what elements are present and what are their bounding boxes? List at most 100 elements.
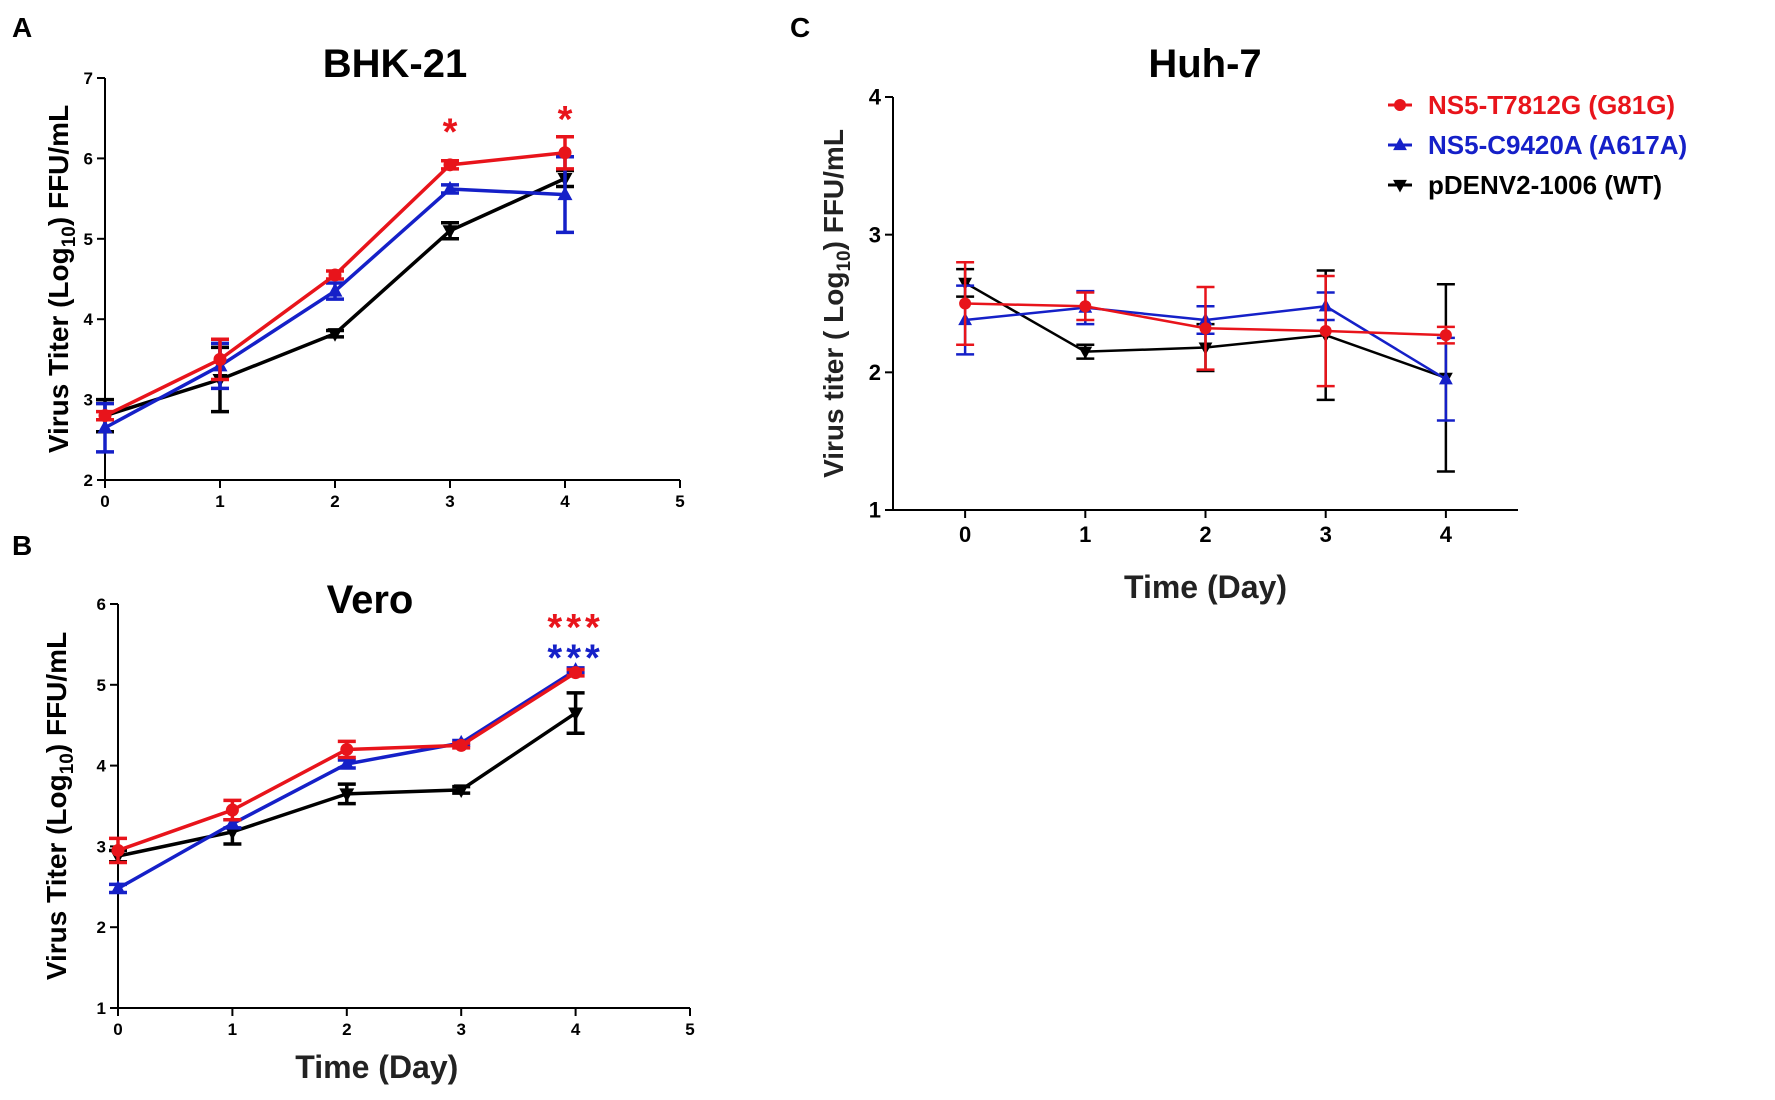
x-tick-label: 2 (342, 1020, 351, 1039)
data-point (558, 146, 572, 160)
data-point (327, 328, 343, 342)
y-tick-label: 2 (84, 471, 93, 490)
x-tick-label: 4 (560, 492, 570, 511)
y-axis-label-subscript: 10 (57, 753, 78, 774)
y-axis-label-subscript: 10 (59, 226, 80, 247)
y-tick-label: 1 (869, 498, 881, 523)
chart-huh7: 1 2 3 4 0 1 2 3 4 Virus titer ( Log10) FFU/mL Time… (818, 85, 1518, 605)
y-axis-label: Virus Titer (Log10) FFU/mL (43, 105, 80, 453)
y-tick-label: 3 (97, 837, 106, 856)
y-axis-label-part: ) FFU/mL (43, 105, 74, 226)
x-tick-label: 1 (215, 492, 224, 511)
data-point (1319, 325, 1332, 338)
data-point (97, 419, 113, 434)
data-point (1078, 346, 1093, 360)
x-tick-label: 5 (685, 1020, 694, 1039)
y-axis-label-subscript: 10 (834, 250, 855, 271)
x-tick-label: 0 (959, 522, 971, 547)
y-tick-label: 6 (84, 149, 93, 168)
data-point (454, 738, 468, 752)
significance-marker: * (558, 99, 573, 141)
y-tick-label: 7 (84, 69, 93, 88)
data-point (213, 352, 227, 366)
y-tick-label: 4 (97, 757, 107, 776)
y-axis-label-part: Virus titer ( Log (818, 272, 849, 478)
chart-title-bhk21: BHK-21 (322, 42, 468, 86)
x-tick-label: 1 (228, 1020, 237, 1039)
series-ns5-t7812g (96, 134, 574, 423)
x-tick-label: 4 (1440, 522, 1453, 547)
data-point (959, 297, 972, 310)
x-axis-label: Time (Day) (295, 1049, 458, 1085)
x-tick-label: 5 (675, 492, 684, 511)
series-ns5-t7812g (109, 666, 585, 865)
data-point (225, 803, 239, 817)
legend-label: NS5-C9420A (A617A) (1428, 130, 1687, 160)
x-axis-label: Time (Day) (1124, 569, 1287, 605)
data-point (98, 409, 112, 423)
significance-marker: *** (547, 607, 603, 649)
data-point (339, 755, 355, 770)
data-point (1199, 322, 1212, 335)
panel-label-b: B (12, 530, 33, 561)
significance-marker: *** (547, 638, 603, 680)
x-tick-label: 3 (456, 1020, 465, 1039)
y-tick-label: 1 (97, 999, 106, 1018)
y-tick-label: 2 (869, 360, 881, 385)
data-point (224, 815, 240, 830)
data-point (1438, 371, 1453, 385)
y-axis-label-part: ) FFU/mL (818, 129, 849, 250)
y-tick-label: 5 (97, 676, 106, 695)
y-axis-label-part: Virus Titer (Log (43, 247, 74, 453)
y-tick-label: 4 (84, 310, 94, 329)
y-tick-label: 3 (84, 391, 93, 410)
data-point (328, 268, 342, 282)
data-point (453, 784, 469, 798)
data-point (1079, 300, 1092, 313)
series-ns5-c9420a (96, 155, 574, 454)
data-point (339, 788, 355, 803)
data-point (327, 282, 343, 297)
y-axis-label: Virus Titer (Log10) FFU/mL (41, 632, 78, 980)
data-point (442, 180, 458, 195)
series-pdenv2-1006 (109, 691, 585, 865)
y-axis-label: Virus titer ( Log10) FFU/mL (818, 129, 855, 478)
legend-marker (1393, 179, 1407, 193)
significance-marker: * (443, 111, 458, 153)
series-line (104, 187, 566, 430)
x-tick-label: 0 (113, 1020, 122, 1039)
x-tick-label: 2 (330, 492, 339, 511)
series-line (117, 668, 577, 890)
y-axis-label-part: ) FFU/mL (41, 632, 72, 753)
legend-marker (1394, 99, 1406, 111)
data-point (442, 225, 458, 239)
chart-title-huh7: Huh-7 (1148, 42, 1262, 86)
chart-title-vero: Vero (326, 578, 414, 622)
y-tick-label: 2 (97, 918, 106, 937)
data-point (110, 880, 126, 894)
panel-label-a: A (12, 12, 33, 43)
legend-label: NS5-T7812G (G81G) (1428, 90, 1675, 120)
x-tick-label: 3 (1320, 522, 1332, 547)
data-point (568, 707, 584, 722)
x-tick-label: 0 (100, 492, 109, 511)
y-tick-label: 3 (869, 222, 881, 247)
x-tick-label: 1 (1079, 522, 1091, 547)
y-tick-label: 4 (869, 85, 882, 110)
legend-label: pDENV2-1006 (WT) (1428, 170, 1662, 200)
x-tick-label: 2 (1199, 522, 1211, 547)
series-ns5-t7812g (956, 260, 1455, 388)
data-point (569, 666, 583, 680)
y-tick-label: 6 (97, 595, 106, 614)
data-point (340, 742, 354, 756)
x-tick-label: 4 (571, 1020, 581, 1039)
legend: NS5-T7812G (G81G) NS5-C9420A (A617A) pDENV… (1388, 90, 1687, 200)
y-axis-label-part: Virus Titer (Log (41, 774, 72, 980)
data-point (557, 186, 573, 201)
panel-label-c: C (790, 12, 811, 43)
legend-marker (1393, 137, 1407, 151)
y-tick-label: 5 (84, 230, 93, 249)
